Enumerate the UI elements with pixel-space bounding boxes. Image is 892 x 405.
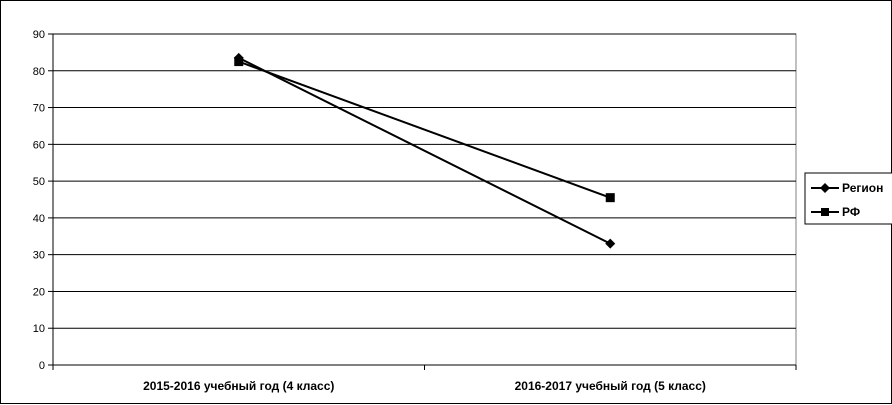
data-point-square <box>605 193 615 203</box>
y-tick-label: 50 <box>33 176 45 188</box>
legend-box <box>804 172 892 225</box>
y-tick-label: 60 <box>33 139 45 151</box>
legend-marker-region <box>820 183 830 193</box>
data-point-square <box>234 57 244 67</box>
plot-area <box>52 33 797 366</box>
x-axis: 2015-2016 учебный год (4 класс) 2016-2017… <box>52 364 797 393</box>
series-markers <box>233 52 616 249</box>
y-tick-label: 20 <box>33 286 45 298</box>
series-lines <box>238 57 611 245</box>
series-line-0 <box>238 57 611 245</box>
gridlines <box>53 33 796 329</box>
x-tick-label: 2015-2016 учебный год (4 класс) <box>143 379 334 393</box>
y-tick-label: 10 <box>33 323 45 335</box>
y-tick-label: 30 <box>33 250 45 262</box>
legend-label-rf: РФ <box>842 205 860 219</box>
y-axis: 0 10 20 30 40 50 60 70 80 90 <box>33 29 54 372</box>
y-tick-label: 0 <box>39 360 45 372</box>
legend-label-region: Регион <box>842 181 883 195</box>
series-line-1 <box>238 60 611 199</box>
legend-marker-rf <box>821 208 829 216</box>
legend: Регион РФ <box>804 172 892 225</box>
data-point-diamond <box>605 238 616 249</box>
y-tick-label: 90 <box>33 29 45 41</box>
y-tick-label: 40 <box>33 213 45 225</box>
y-tick-label: 70 <box>33 103 45 115</box>
y-tick-label: 80 <box>33 66 45 78</box>
x-tick-label: 2016-2017 учебный год (5 класс) <box>515 379 706 393</box>
